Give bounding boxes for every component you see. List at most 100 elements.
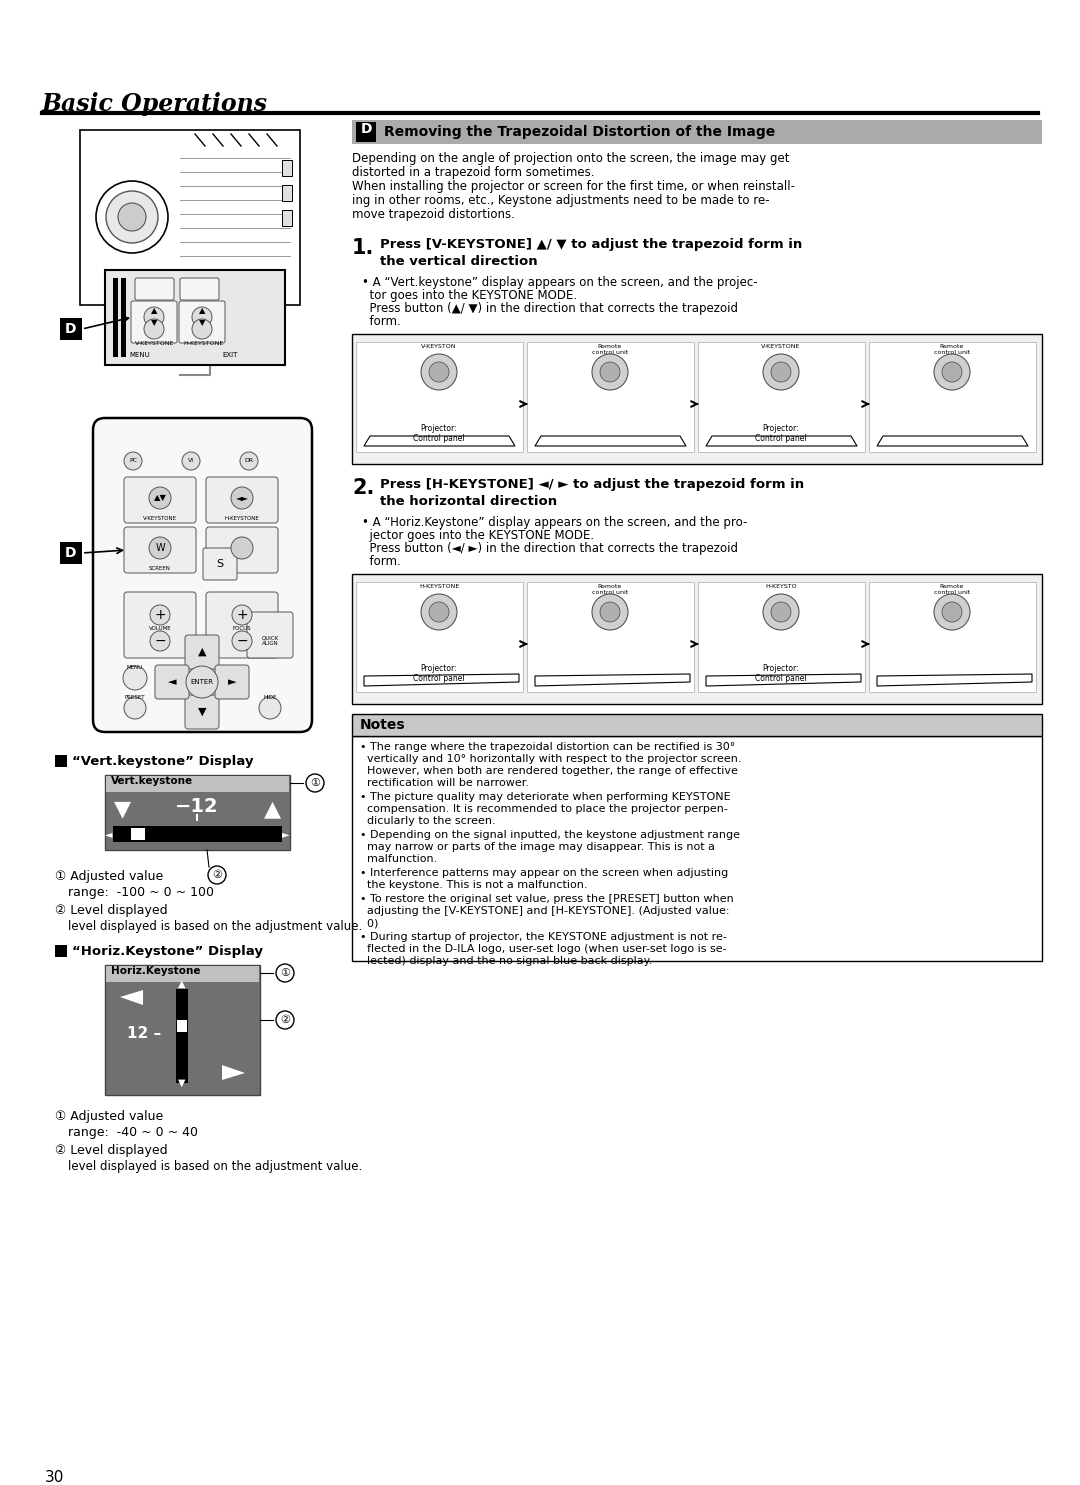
Text: Vert.keystone: Vert.keystone xyxy=(111,777,193,786)
Text: ▲: ▲ xyxy=(199,306,205,315)
Bar xyxy=(113,278,118,356)
Circle shape xyxy=(276,1011,294,1029)
Text: Depending on the angle of projection onto the screen, the image may get: Depending on the angle of projection ont… xyxy=(352,151,789,165)
Text: FOCUS: FOCUS xyxy=(232,625,252,631)
Text: distorted in a trapezoid form sometimes.: distorted in a trapezoid form sometimes. xyxy=(352,166,594,180)
Bar xyxy=(352,737,1042,961)
Text: Projector:
Control panel: Projector: Control panel xyxy=(755,664,807,683)
Text: form.: form. xyxy=(362,315,401,328)
Text: D: D xyxy=(65,546,77,560)
Text: ▼: ▼ xyxy=(178,1078,186,1089)
Bar xyxy=(55,754,67,766)
Bar xyxy=(106,777,289,792)
Circle shape xyxy=(149,538,171,558)
Text: MENU: MENU xyxy=(130,352,150,358)
Text: adjusting the [V-KEYSTONE] and [H-KEYSTONE]. (Adjusted value:: adjusting the [V-KEYSTONE] and [H-KEYSTO… xyxy=(360,906,729,916)
Text: 1.: 1. xyxy=(352,238,375,258)
Bar xyxy=(698,582,865,692)
FancyBboxPatch shape xyxy=(215,665,249,699)
Bar xyxy=(105,965,260,1094)
Text: V-KEYSTONE: V-KEYSTONE xyxy=(143,515,177,521)
Circle shape xyxy=(942,362,962,382)
Text: ②: ② xyxy=(212,870,222,881)
Text: However, when both are rendered together, the range of effective: However, when both are rendered together… xyxy=(360,766,738,777)
Text: ◄: ◄ xyxy=(167,677,176,688)
FancyBboxPatch shape xyxy=(156,665,189,699)
Text: D: D xyxy=(361,122,372,137)
Circle shape xyxy=(150,604,170,625)
Bar xyxy=(131,829,145,841)
Text: ①: ① xyxy=(280,968,291,979)
Bar xyxy=(176,989,188,1083)
Circle shape xyxy=(306,774,324,792)
Circle shape xyxy=(771,601,791,622)
Text: • Depending on the signal inputted, the keystone adjustment range: • Depending on the signal inputted, the … xyxy=(360,830,740,841)
Text: Remote
control unit: Remote control unit xyxy=(934,584,970,595)
Text: form.: form. xyxy=(362,555,401,567)
Text: ing in other rooms, etc., Keystone adjustments need to be made to re-: ing in other rooms, etc., Keystone adjus… xyxy=(352,195,770,206)
Text: MENU: MENU xyxy=(127,665,143,670)
Text: move trapezoid distortions.: move trapezoid distortions. xyxy=(352,208,515,221)
Bar xyxy=(106,967,259,982)
Bar xyxy=(282,160,292,177)
Text: “Vert.keystone” Display: “Vert.keystone” Display xyxy=(72,754,254,768)
Bar xyxy=(282,186,292,200)
Bar xyxy=(527,582,694,692)
Bar xyxy=(352,334,1042,463)
Bar xyxy=(121,278,126,356)
Text: level displayed is based on the adjustment value.: level displayed is based on the adjustme… xyxy=(68,921,362,933)
Text: malfunction.: malfunction. xyxy=(360,854,437,864)
Text: • The picture quality may deteriorate when performing KEYSTONE: • The picture quality may deteriorate wh… xyxy=(360,792,731,802)
Text: range:  -40 ~ 0 ~ 40: range: -40 ~ 0 ~ 40 xyxy=(68,1126,198,1139)
Text: H-KEYSTONE: H-KEYSTONE xyxy=(183,342,224,346)
Text: “Horiz.Keystone” Display: “Horiz.Keystone” Display xyxy=(72,944,264,958)
Circle shape xyxy=(106,192,158,244)
Text: ►: ► xyxy=(228,677,237,688)
Circle shape xyxy=(208,866,226,884)
Circle shape xyxy=(186,665,218,698)
Circle shape xyxy=(421,594,457,630)
Text: ②: ② xyxy=(280,1016,291,1025)
Circle shape xyxy=(276,964,294,982)
Text: PC: PC xyxy=(149,285,159,294)
Text: lected) display and the no signal blue back display.: lected) display and the no signal blue b… xyxy=(360,956,652,967)
Text: ▲▼: ▲▼ xyxy=(153,493,166,502)
Bar xyxy=(105,270,285,365)
Text: 12 –: 12 – xyxy=(127,1026,161,1041)
Text: the horizontal direction: the horizontal direction xyxy=(380,495,557,508)
Text: ▼: ▼ xyxy=(198,707,206,717)
Text: H-KEYSTONE: H-KEYSTONE xyxy=(419,584,459,590)
Text: ▲: ▲ xyxy=(264,799,281,820)
Circle shape xyxy=(934,594,970,630)
Circle shape xyxy=(192,307,212,327)
Circle shape xyxy=(762,594,799,630)
Text: QUICK
ALIGN: QUICK ALIGN xyxy=(261,636,279,646)
Bar xyxy=(869,582,1036,692)
Bar xyxy=(527,342,694,451)
Text: −: − xyxy=(154,634,166,647)
Text: Press button (▲/ ▼) in the direction that corrects the trapezoid: Press button (▲/ ▼) in the direction tha… xyxy=(362,301,738,315)
Bar xyxy=(282,209,292,226)
Text: −12: −12 xyxy=(175,797,219,815)
Text: Press [V-KEYSTONE] ▲/ ▼ to adjust the trapezoid form in: Press [V-KEYSTONE] ▲/ ▼ to adjust the tr… xyxy=(380,238,802,251)
Bar xyxy=(60,542,82,564)
FancyBboxPatch shape xyxy=(206,527,278,573)
Bar xyxy=(356,342,523,451)
Text: may narrow or parts of the image may disappear. This is not a: may narrow or parts of the image may dis… xyxy=(360,842,715,852)
Text: EXIT: EXIT xyxy=(222,352,238,358)
FancyBboxPatch shape xyxy=(203,548,237,581)
Text: ◄: ◄ xyxy=(105,829,112,839)
FancyBboxPatch shape xyxy=(179,301,225,343)
Text: ▲: ▲ xyxy=(178,979,186,989)
Text: S: S xyxy=(216,558,224,569)
Text: V-KEYSTON: V-KEYSTON xyxy=(421,345,457,349)
Text: compensation. It is recommended to place the projector perpen-: compensation. It is recommended to place… xyxy=(360,803,728,814)
Bar xyxy=(352,120,1042,144)
Circle shape xyxy=(144,319,164,339)
Circle shape xyxy=(149,487,171,509)
FancyBboxPatch shape xyxy=(185,695,219,729)
Text: DR: DR xyxy=(244,459,254,463)
Text: • A “Horiz.Keystone” display appears on the screen, and the pro-: • A “Horiz.Keystone” display appears on … xyxy=(362,515,747,529)
Text: Remote
control unit: Remote control unit xyxy=(592,345,629,355)
Circle shape xyxy=(259,696,281,719)
